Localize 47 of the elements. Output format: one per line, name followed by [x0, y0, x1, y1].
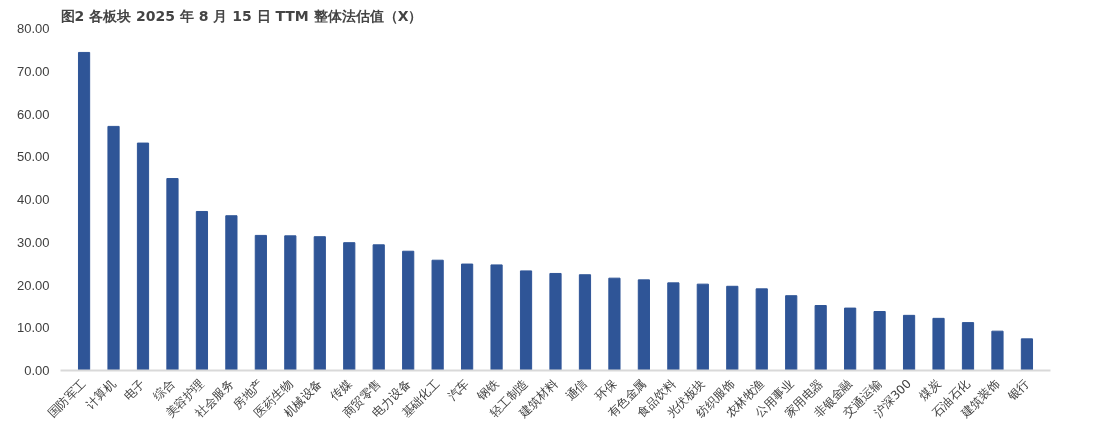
bar: [932, 317, 945, 371]
bar: [873, 311, 886, 371]
bar: [195, 210, 209, 371]
y-tick-label: 20.00: [16, 277, 50, 293]
bar: [519, 270, 533, 371]
y-tick-label: 60.00: [16, 106, 50, 122]
bar: [578, 274, 592, 371]
bar: [372, 244, 385, 371]
bar: [844, 307, 857, 371]
x-tick-label: 汽车: [445, 376, 473, 404]
bar: [284, 235, 297, 371]
bar: [991, 330, 1004, 371]
y-tick-label: 70.00: [16, 63, 50, 79]
bar: [608, 277, 621, 371]
bar: [755, 288, 768, 371]
bar: [313, 236, 326, 371]
bar: [225, 215, 238, 371]
bar: [343, 242, 356, 371]
bar: [549, 272, 562, 371]
bar: [637, 279, 650, 371]
bar: [961, 322, 975, 371]
y-tick-label: 30.00: [16, 234, 50, 250]
y-tick-label: 10.00: [16, 320, 50, 336]
bar: [77, 51, 91, 371]
bar: [431, 259, 444, 371]
y-tick-label: 80.00: [16, 21, 50, 36]
bar: [696, 283, 709, 371]
chart-title: 图2 各板块 2025 年 8 月 15 日 TTM 整体法估值（X）: [60, 7, 423, 24]
x-tick-label: 电子: [121, 376, 148, 404]
bar: [402, 250, 415, 371]
y-tick-label: 40.00: [16, 192, 50, 207]
bar: [490, 264, 503, 371]
bar: [667, 282, 680, 371]
bar: [461, 263, 474, 371]
x-tick-label: 银行: [1004, 376, 1032, 405]
bar: [814, 305, 827, 371]
bar: [254, 234, 267, 371]
bar: [1020, 338, 1034, 371]
bar: [902, 314, 916, 371]
bar: [166, 178, 179, 371]
bar: [785, 295, 798, 371]
bar: [107, 125, 120, 371]
y-tick-label: 0.00: [24, 363, 50, 378]
x-tick-label: 通信: [563, 376, 590, 404]
bar: [726, 285, 739, 371]
y-tick-label: 50.00: [16, 149, 50, 165]
bar: [136, 142, 150, 371]
